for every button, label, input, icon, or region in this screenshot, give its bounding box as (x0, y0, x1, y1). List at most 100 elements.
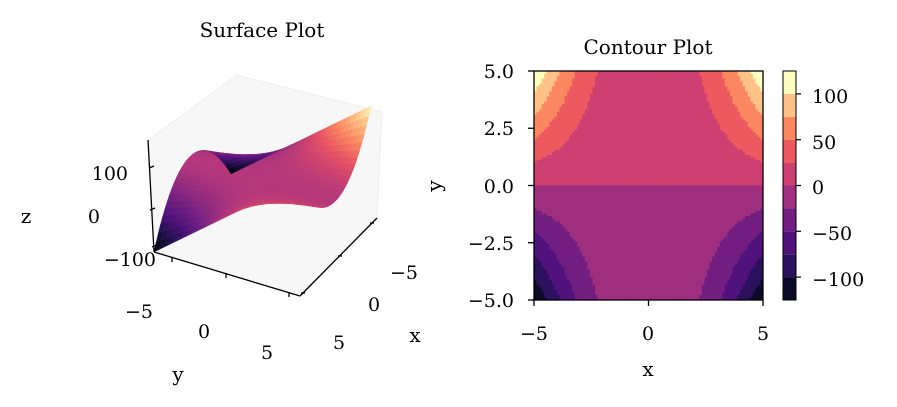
contour-cell (554, 251, 558, 255)
contour-cell (534, 221, 538, 225)
contour-cell (556, 157, 561, 161)
contour-cell (539, 170, 543, 174)
contour-cell (541, 111, 545, 115)
contour-cell (549, 154, 553, 159)
contour-cell (536, 93, 540, 98)
contour-cell (554, 132, 558, 136)
contour-cell (551, 289, 555, 293)
contour-cell (544, 182, 548, 187)
contour-cell (554, 277, 558, 281)
contour-cell (554, 249, 558, 253)
contour-cell (541, 73, 545, 77)
contour-cell (551, 185, 555, 189)
contour-cell (549, 119, 553, 123)
contour-cell (546, 208, 550, 212)
contour-cell (559, 78, 563, 82)
contour-cell (549, 282, 553, 286)
contour-cell (546, 157, 550, 161)
contour-cell (541, 284, 545, 288)
contour-cell (536, 254, 540, 258)
contour-cell (554, 126, 558, 131)
contour-cell (551, 233, 555, 237)
surface-x-tick-5: 5 (333, 332, 345, 354)
contour-cell (541, 269, 545, 273)
contour-cell (539, 78, 543, 82)
contour-cell (549, 284, 553, 288)
contour-cell (546, 210, 550, 215)
contour-cell (544, 147, 548, 151)
contour-cell (546, 216, 550, 220)
contour-cell (539, 231, 543, 235)
contour-cell (544, 132, 548, 136)
contour-cell (546, 249, 550, 253)
contour-cell (544, 297, 548, 300)
contour-cell (541, 292, 545, 296)
contour-cell (549, 96, 553, 100)
contour-cell (546, 88, 550, 92)
contour-cell (539, 266, 543, 271)
contour-cell (536, 170, 540, 174)
contour-cell (551, 223, 555, 227)
contour-cell (541, 165, 545, 169)
contour-cell (549, 78, 553, 82)
contour-cell (534, 251, 538, 255)
contour-cell (541, 170, 545, 174)
contour-cell (551, 119, 555, 123)
contour-cell (559, 73, 563, 77)
contour-cell (544, 289, 548, 293)
contour-cell (536, 147, 540, 151)
contour-cell (551, 200, 555, 204)
contour-cell (554, 203, 558, 207)
contour-cell (534, 226, 538, 230)
contour-cell (551, 139, 555, 143)
contour-cell (541, 200, 545, 204)
contour-cell (546, 101, 550, 105)
contour-cell (559, 91, 563, 95)
contour-cell (546, 154, 550, 159)
contour-cell (556, 76, 561, 80)
contour-cell (536, 119, 540, 123)
contour-cell (539, 208, 543, 212)
contour-cell (556, 121, 561, 126)
contour-cell (541, 175, 545, 179)
contour-cell (554, 91, 558, 95)
contour-cell (546, 261, 550, 265)
contour-cell (551, 116, 555, 120)
contour-cell (546, 93, 550, 98)
contour-cell (554, 287, 558, 291)
contour-cell (534, 172, 538, 176)
contour-cell (541, 152, 545, 156)
contour-cell (539, 272, 543, 276)
contour-cell (544, 223, 548, 227)
contour-cell (556, 210, 561, 215)
surface-y-label: y (171, 362, 184, 386)
contour-cell (539, 294, 543, 299)
contour-cell (546, 284, 550, 288)
contour-cell (534, 289, 538, 293)
contour-cell (546, 200, 550, 204)
contour-cell (534, 104, 538, 108)
contour-cell (544, 221, 548, 225)
contour-cell (534, 213, 538, 217)
contour-cell (536, 111, 540, 115)
contour-cell (544, 185, 548, 189)
contour-cell (554, 244, 558, 248)
contour-cell (541, 104, 545, 108)
contour-cell (534, 137, 538, 141)
contour-cell (534, 261, 538, 265)
contour-cell (554, 195, 558, 199)
contour-cell (539, 73, 543, 77)
contour-cell (534, 249, 538, 253)
contour-cell (551, 210, 555, 215)
contour-cell (551, 167, 555, 171)
contour-cell (536, 272, 540, 276)
contour-cell (536, 205, 540, 209)
contour-cell (539, 162, 543, 166)
surface-z-tick-100: 100 (92, 163, 128, 185)
contour-cell (544, 129, 548, 133)
contour-cell (549, 147, 553, 151)
contour-cell (544, 134, 548, 138)
contour-cell (534, 134, 538, 138)
contour-cell (541, 277, 545, 281)
